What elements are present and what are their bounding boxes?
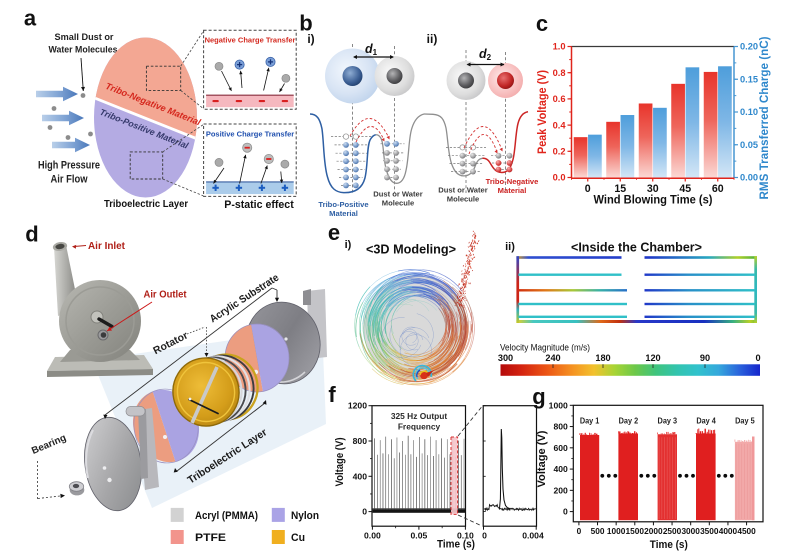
- svg-text:<Inside the Chamber>: <Inside the Chamber>: [571, 241, 702, 255]
- svg-text:0: 0: [362, 507, 367, 517]
- svg-text:2000: 2000: [644, 526, 663, 536]
- svg-text:Wind Blowing Time (s): Wind Blowing Time (s): [594, 193, 713, 207]
- svg-text:60: 60: [712, 183, 724, 195]
- svg-text:Day 3: Day 3: [658, 417, 678, 426]
- svg-text:Triboelectric Layer: Triboelectric Layer: [104, 199, 188, 210]
- svg-text:Material: Material: [498, 186, 527, 195]
- svg-text:0.00: 0.00: [740, 173, 758, 183]
- svg-text:1500: 1500: [626, 526, 645, 536]
- svg-text:Time (s): Time (s): [437, 539, 475, 551]
- svg-text:0.05: 0.05: [740, 140, 758, 150]
- svg-text:Air Inlet: Air Inlet: [88, 240, 125, 252]
- svg-text:Positive Charge Transfer: Positive Charge Transfer: [206, 129, 294, 138]
- svg-text:Material: Material: [329, 209, 358, 218]
- svg-text:Dust or Water: Dust or Water: [373, 190, 423, 199]
- svg-text:4500: 4500: [737, 526, 756, 536]
- svg-text:Cu: Cu: [291, 532, 305, 544]
- svg-text:0: 0: [577, 526, 582, 536]
- svg-text:g: g: [532, 384, 545, 409]
- svg-text:Day 4: Day 4: [696, 417, 716, 426]
- svg-text:Air Outlet: Air Outlet: [144, 289, 187, 301]
- svg-text:0.004: 0.004: [522, 531, 544, 541]
- svg-text:Acryl (PMMA): Acryl (PMMA): [195, 510, 258, 522]
- svg-text:0.20: 0.20: [740, 42, 758, 52]
- svg-text:400: 400: [553, 464, 568, 474]
- svg-text:0.6: 0.6: [553, 94, 566, 104]
- svg-text:Voltage (V): Voltage (V): [536, 430, 548, 487]
- svg-text:PTFE: PTFE: [195, 532, 226, 544]
- svg-text:Tribo-Negative: Tribo-Negative: [486, 177, 539, 186]
- svg-text:i): i): [345, 239, 352, 251]
- svg-text:Tribo-Positive: Tribo-Positive: [318, 200, 368, 209]
- svg-text:0.8: 0.8: [553, 68, 566, 78]
- svg-text:325 Hz Output: 325 Hz Output: [391, 411, 448, 421]
- svg-text:1.0: 1.0: [553, 42, 566, 52]
- svg-text:1000: 1000: [607, 526, 626, 536]
- svg-text:Frequency: Frequency: [398, 422, 441, 432]
- svg-text:2500: 2500: [663, 526, 682, 536]
- svg-text:0: 0: [482, 531, 487, 541]
- svg-text:e: e: [328, 220, 340, 245]
- svg-text:Air Flow: Air Flow: [51, 174, 89, 186]
- svg-text:90: 90: [700, 353, 710, 363]
- svg-text:Negative Charge Transfer: Negative Charge Transfer: [205, 36, 296, 45]
- svg-text:800: 800: [553, 422, 568, 432]
- svg-text:Molecule: Molecule: [447, 195, 480, 204]
- svg-text:Day 5: Day 5: [735, 417, 755, 426]
- svg-text:d: d: [25, 222, 38, 247]
- svg-text:180: 180: [595, 353, 610, 363]
- svg-text:0.00: 0.00: [364, 531, 381, 541]
- svg-text:0.10: 0.10: [740, 107, 758, 117]
- svg-text:Voltage (V): Voltage (V): [334, 438, 346, 487]
- svg-text:1200: 1200: [348, 401, 367, 411]
- svg-text:<3D Modeling>: <3D Modeling>: [366, 242, 456, 257]
- svg-text:0: 0: [563, 507, 568, 517]
- svg-text:Small Dust or: Small Dust or: [55, 32, 114, 43]
- svg-text:f: f: [328, 382, 336, 407]
- svg-text:600: 600: [553, 443, 568, 453]
- svg-text:Water Molecules: Water Molecules: [49, 45, 118, 56]
- svg-text:Nylon: Nylon: [291, 510, 319, 522]
- svg-text:0.15: 0.15: [740, 74, 758, 84]
- svg-text:RMS Transferred Charge (nC): RMS Transferred Charge (nC): [757, 37, 771, 200]
- svg-text:4000: 4000: [719, 526, 738, 536]
- svg-text:Peak Voltage (V): Peak Voltage (V): [535, 70, 549, 154]
- svg-text:3000: 3000: [681, 526, 700, 536]
- svg-text:800: 800: [353, 436, 368, 446]
- svg-text:120: 120: [645, 353, 660, 363]
- svg-text:3500: 3500: [700, 526, 719, 536]
- svg-text:Day 1: Day 1: [580, 417, 600, 426]
- svg-text:240: 240: [545, 353, 560, 363]
- svg-text:Molecule: Molecule: [382, 199, 415, 208]
- svg-text:0.0: 0.0: [553, 173, 566, 183]
- svg-text:i): i): [307, 32, 314, 46]
- svg-text:0: 0: [585, 183, 591, 195]
- svg-text:a: a: [24, 6, 37, 31]
- svg-text:0.05: 0.05: [411, 531, 428, 541]
- svg-text:Dust or Water: Dust or Water: [438, 186, 488, 195]
- svg-text:ii): ii): [427, 32, 438, 46]
- svg-text:Time (s): Time (s): [650, 539, 688, 551]
- svg-text:c: c: [536, 11, 548, 36]
- svg-text:P-static effect: P-static effect: [224, 199, 294, 211]
- svg-text:Day 2: Day 2: [619, 417, 639, 426]
- svg-text:1000: 1000: [549, 400, 568, 410]
- svg-text:0: 0: [755, 353, 760, 363]
- svg-text:0.2: 0.2: [553, 147, 566, 157]
- svg-text:High Pressure: High Pressure: [38, 160, 100, 172]
- svg-text:400: 400: [353, 471, 368, 481]
- svg-text:0.4: 0.4: [553, 120, 567, 130]
- svg-text:200: 200: [553, 485, 568, 495]
- svg-text:300: 300: [498, 353, 513, 363]
- svg-text:ii): ii): [505, 241, 515, 253]
- svg-text:Velocity Magnitude (m/s): Velocity Magnitude (m/s): [500, 343, 590, 354]
- svg-text:500: 500: [591, 526, 605, 536]
